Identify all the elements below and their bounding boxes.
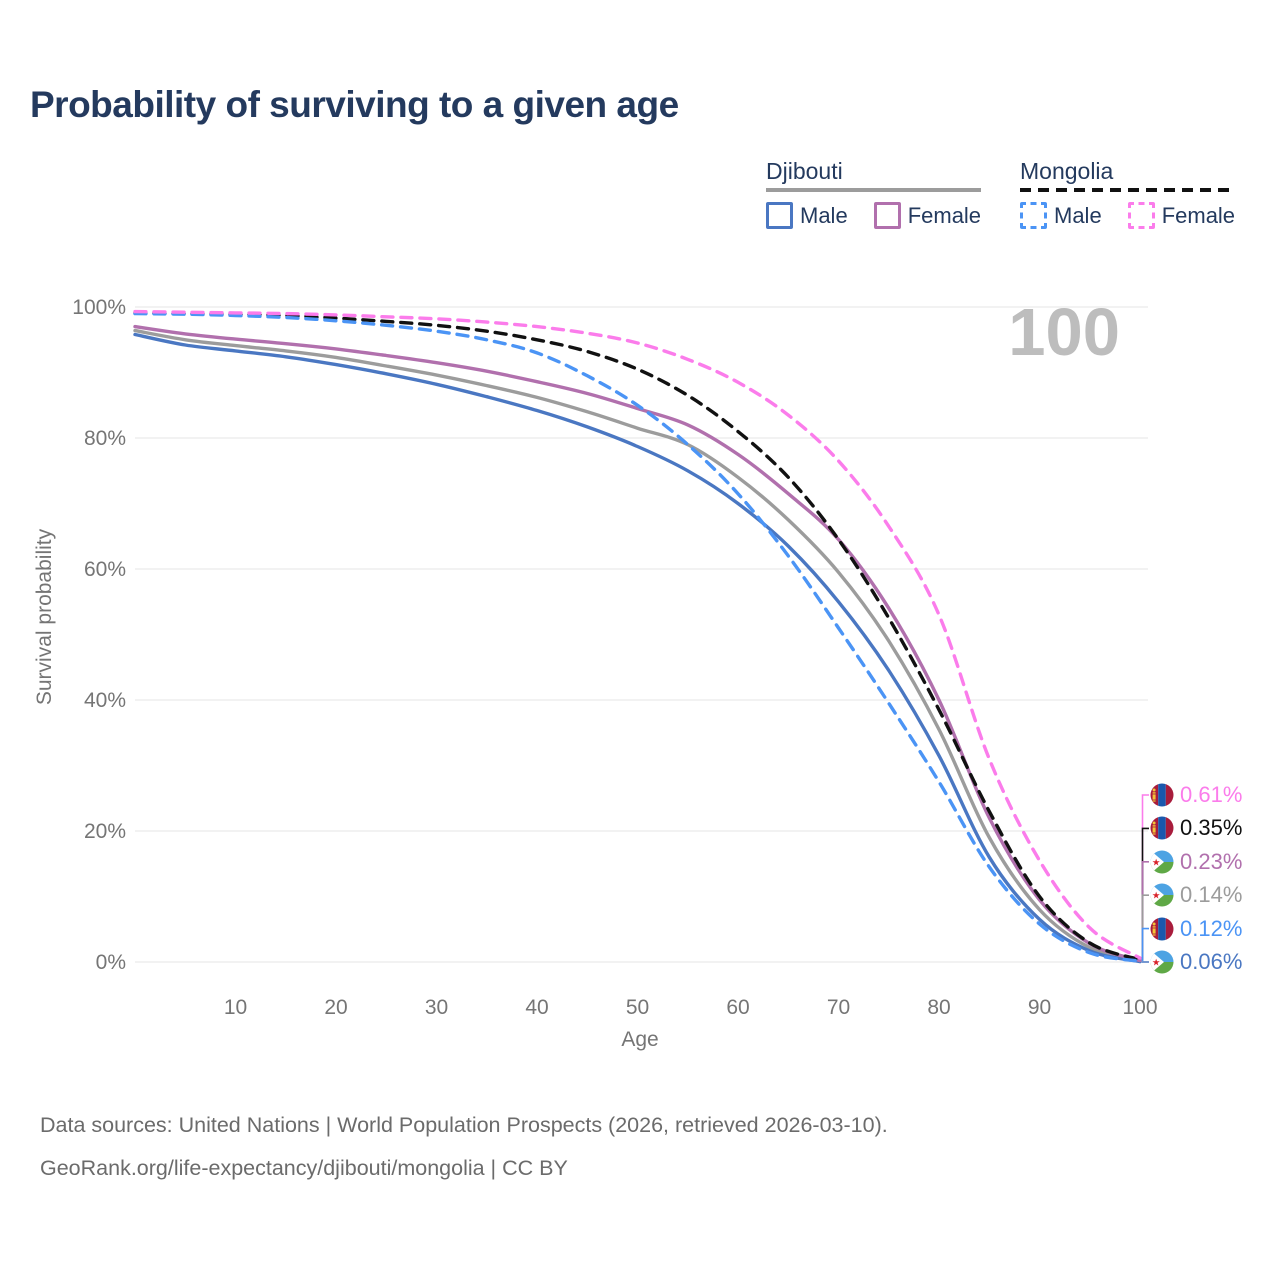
x-tick-label: 50	[626, 996, 649, 1019]
series-line-mongolia	[133, 311, 1142, 962]
y-tick-label: 0%	[96, 951, 126, 974]
legend-group-mongolia: Mongolia Male Female	[1020, 158, 1236, 229]
legend-item-djibouti-male[interactable]: Male	[766, 202, 848, 229]
legend-country-djibouti[interactable]: Djibouti	[766, 158, 843, 184]
y-tick-label: 60%	[84, 558, 126, 581]
y-tick-label: 80%	[84, 427, 126, 450]
djibouti-female-swatch-icon	[873, 202, 901, 229]
legend-item-label: Female	[907, 202, 982, 228]
series-line-mongolia-male	[133, 311, 1142, 963]
legend-item-label: Male	[1054, 202, 1102, 228]
legend-item-mongolia-male[interactable]: Male	[1020, 202, 1102, 229]
x-tick-label: 60	[726, 996, 749, 1019]
x-tick-label: 10	[224, 996, 247, 1019]
series-line-djibouti-female	[133, 324, 1142, 963]
data-source-line2: GeoRank.org/life-expectancy/djibouti/mon…	[40, 1156, 568, 1180]
x-tick-label: 70	[827, 996, 850, 1019]
mongolia-female-swatch-icon	[1127, 202, 1155, 229]
mongolia-line-style-underline	[1020, 188, 1236, 192]
y-tick-label: 40%	[84, 689, 126, 712]
x-tick-label: 100	[1122, 996, 1157, 1019]
x-tick-label: 90	[1028, 996, 1051, 1019]
data-source-line1: Data sources: United Nations | World Pop…	[40, 1113, 888, 1137]
mongolia-male-swatch-icon	[1020, 202, 1047, 229]
x-axis-title: Age	[621, 1028, 659, 1051]
legend-country-mongolia[interactable]: Mongolia	[1020, 158, 1114, 184]
series-line-mongolia-female	[133, 309, 1142, 960]
djibouti-line-style-underline	[766, 188, 982, 192]
end-label-connector	[1141, 927, 1149, 962]
y-tick-label: 20%	[84, 820, 126, 843]
legend-item-mongolia-female[interactable]: Female	[1127, 202, 1236, 229]
x-tick-label: 20	[324, 996, 347, 1019]
legend-item-djibouti-female[interactable]: Female	[873, 202, 982, 229]
x-tick-label: 80	[927, 996, 950, 1019]
data-source-note: Data sources: United Nations | World Pop…	[40, 1104, 888, 1190]
end-label-connector	[1141, 794, 1149, 958]
page-title: Probability of surviving to a given age	[30, 84, 679, 125]
x-tick-label: 30	[425, 996, 448, 1019]
end-label-connector	[1141, 827, 1149, 960]
x-tick-label: 40	[525, 996, 548, 1019]
y-tick-label: 100%	[72, 296, 126, 319]
djibouti-male-swatch-icon	[766, 202, 793, 229]
end-label-connector	[1141, 861, 1149, 961]
legend-item-label: Male	[800, 202, 848, 228]
series-line-djibouti-male	[133, 332, 1142, 964]
legend-group-djibouti: Djibouti Male Female	[766, 158, 982, 229]
legend-item-label: Female	[1161, 202, 1236, 228]
series-line-djibouti	[133, 328, 1142, 963]
